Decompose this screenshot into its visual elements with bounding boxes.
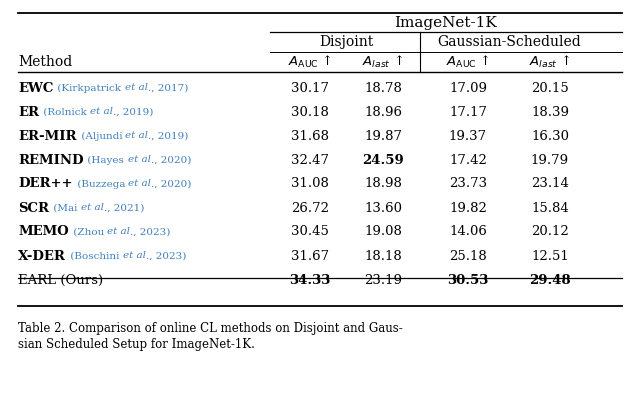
Text: 23.73: 23.73 (449, 178, 487, 190)
Text: Gaussian-Scheduled: Gaussian-Scheduled (437, 35, 581, 49)
Text: ImageNet-1K: ImageNet-1K (395, 16, 497, 30)
Text: REMIND: REMIND (18, 154, 83, 166)
Text: 16.30: 16.30 (531, 129, 569, 143)
Text: 18.98: 18.98 (364, 178, 402, 190)
Text: (Zhou: (Zhou (70, 227, 108, 236)
Text: et al: et al (90, 108, 113, 117)
Text: SCR: SCR (18, 201, 49, 215)
Text: et al: et al (125, 131, 148, 140)
Text: 32.47: 32.47 (291, 154, 329, 166)
Text: 19.37: 19.37 (449, 129, 487, 143)
Text: 18.18: 18.18 (364, 250, 402, 262)
Text: 17.17: 17.17 (449, 105, 487, 119)
Text: ., 2020): ., 2020) (150, 155, 191, 164)
Text: 24.59: 24.59 (362, 154, 404, 166)
Text: 19.08: 19.08 (364, 225, 402, 239)
Text: DER++: DER++ (18, 178, 72, 190)
Text: 26.72: 26.72 (291, 201, 329, 215)
Text: et al: et al (125, 84, 148, 93)
Text: ., 2019): ., 2019) (148, 131, 189, 140)
Text: (Mai: (Mai (50, 204, 81, 213)
Text: X-DER: X-DER (18, 250, 66, 262)
Text: ., 2023): ., 2023) (145, 251, 186, 260)
Text: et al: et al (122, 251, 145, 260)
Text: 31.68: 31.68 (291, 129, 329, 143)
Text: 17.42: 17.42 (449, 154, 487, 166)
Text: 30.45: 30.45 (291, 225, 329, 239)
Text: ., 2019): ., 2019) (113, 108, 154, 117)
Text: ., 2021): ., 2021) (104, 204, 144, 213)
Text: 30.18: 30.18 (291, 105, 329, 119)
Text: (Aljundi: (Aljundi (77, 131, 125, 140)
Text: 25.18: 25.18 (449, 250, 487, 262)
Text: 13.60: 13.60 (364, 201, 402, 215)
Text: 31.08: 31.08 (291, 178, 329, 190)
Text: 34.33: 34.33 (289, 274, 331, 286)
Text: 19.87: 19.87 (364, 129, 402, 143)
Text: 18.96: 18.96 (364, 105, 402, 119)
Text: $A_\mathrm{AUC}$ ↑: $A_\mathrm{AUC}$ ↑ (288, 54, 332, 70)
Text: et al: et al (108, 227, 131, 236)
Text: (Hayes: (Hayes (84, 155, 127, 164)
Text: Table 2. Comparison of online CL methods on Disjoint and Gaus-: Table 2. Comparison of online CL methods… (18, 322, 403, 335)
Text: 14.06: 14.06 (449, 225, 487, 239)
Text: 18.39: 18.39 (531, 105, 569, 119)
Text: Method: Method (18, 55, 72, 69)
Text: (Kirkpatrick: (Kirkpatrick (54, 84, 125, 93)
Text: 20.15: 20.15 (531, 82, 569, 94)
Text: 30.53: 30.53 (447, 274, 489, 286)
Text: (Rolnick: (Rolnick (40, 108, 90, 117)
Text: 17.09: 17.09 (449, 82, 487, 94)
Text: et al: et al (128, 180, 151, 189)
Text: ., 2020): ., 2020) (151, 180, 191, 189)
Text: EWC: EWC (18, 82, 53, 94)
Text: 23.19: 23.19 (364, 274, 402, 286)
Text: EARL (Ours): EARL (Ours) (18, 274, 103, 286)
Text: ., 2017): ., 2017) (148, 84, 188, 93)
Text: ER: ER (18, 105, 39, 119)
Text: $A_{last}$ ↑: $A_{last}$ ↑ (362, 54, 404, 70)
Text: sian Scheduled Setup for ImageNet-1K.: sian Scheduled Setup for ImageNet-1K. (18, 338, 255, 351)
Text: ., 2023): ., 2023) (131, 227, 171, 236)
Text: 23.14: 23.14 (531, 178, 569, 190)
Text: $A_{last}$ ↑: $A_{last}$ ↑ (529, 54, 571, 70)
Text: 29.48: 29.48 (529, 274, 571, 286)
Text: MEMO: MEMO (18, 225, 68, 239)
Text: 12.51: 12.51 (531, 250, 569, 262)
Text: 30.17: 30.17 (291, 82, 329, 94)
Text: Disjoint: Disjoint (319, 35, 374, 49)
Text: $A_\mathrm{AUC}$ ↑: $A_\mathrm{AUC}$ ↑ (446, 54, 490, 70)
Text: et al: et al (127, 155, 150, 164)
Text: (Boschini: (Boschini (67, 251, 122, 260)
Text: (Buzzega: (Buzzega (74, 180, 128, 189)
Text: 19.79: 19.79 (531, 154, 569, 166)
Text: ER-MIR: ER-MIR (18, 129, 77, 143)
Text: 31.67: 31.67 (291, 250, 329, 262)
Text: 15.84: 15.84 (531, 201, 569, 215)
Text: 20.12: 20.12 (531, 225, 569, 239)
Text: et al: et al (81, 204, 104, 213)
Text: 19.82: 19.82 (449, 201, 487, 215)
Text: 18.78: 18.78 (364, 82, 402, 94)
